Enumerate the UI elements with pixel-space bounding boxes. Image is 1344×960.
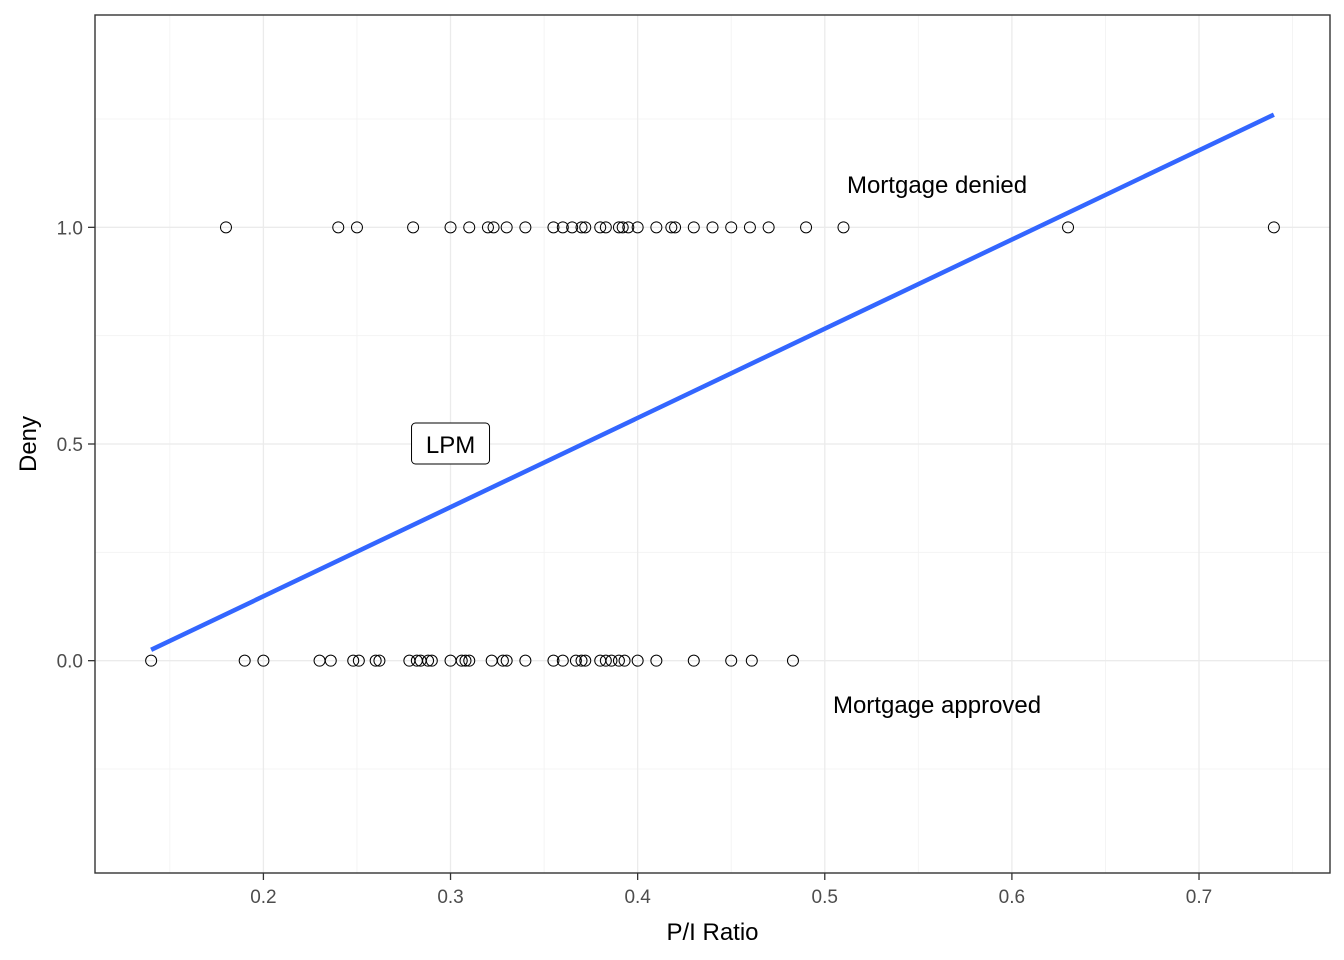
point-denied [481,221,494,234]
x-tick-label: 0.4 [624,887,651,908]
point-denied [800,221,813,234]
x-tick-label: 0.7 [1186,887,1212,908]
annotation-text: Mortgage approved [833,692,1041,719]
point-approved [575,654,588,667]
point-denied [219,221,232,234]
point-approved [496,654,509,667]
point-approved [459,654,472,667]
annotation-text: LPM [426,432,475,459]
point-denied [837,221,850,234]
point-approved [373,654,386,667]
x-tick-label: 0.6 [999,887,1025,908]
point-denied [332,221,345,234]
point-approved [725,654,738,667]
point-denied [743,221,756,234]
mortgage-approved-label: Mortgage approved [833,692,1041,719]
point-approved [257,654,270,667]
lpm-label-box [411,422,491,465]
point-approved [324,654,337,667]
mortgage-denied-label: Mortgage denied [847,172,1027,199]
annotations: Mortgage denied Mortgage approved LPM [411,172,1041,719]
point-denied [579,221,592,234]
point-denied [487,221,500,234]
point-approved [569,654,582,667]
point-denied [665,221,678,234]
point-approved [786,654,799,667]
point-denied [556,221,569,234]
point-approved [618,654,631,667]
regression-line-layer [150,112,1275,652]
point-denied [1267,221,1280,234]
point-denied [612,221,625,234]
axes: 0.2 0.3 0.4 0.5 0.6 0.7 0.0 0.5 1.0 [57,218,1213,908]
point-denied [725,221,738,234]
x-tick-label: 0.5 [812,887,838,908]
point-denied [599,221,612,234]
point-approved [612,654,625,667]
point-denied [706,221,719,234]
point-denied [463,221,476,234]
point-approved [347,654,360,667]
point-denied [616,221,629,234]
y-tick-label: 0.0 [57,652,83,673]
point-denied [500,221,513,234]
point-denied [519,221,532,234]
x-axis-title: P/I Ratio [666,919,758,946]
point-approved [745,654,758,667]
point-denied [622,221,635,234]
point-approved [579,654,592,667]
point-approved [422,654,435,667]
point-denied [407,221,420,234]
point-denied [594,221,607,234]
point-approved [547,654,560,667]
point-approved [463,654,476,667]
point-denied [631,221,644,234]
point-approved [650,654,663,667]
point-approved [145,654,158,667]
point-denied [669,221,682,234]
point-denied [575,221,588,234]
point-denied [762,221,775,234]
point-approved [687,654,700,667]
point-approved [519,654,532,667]
point-denied [566,221,579,234]
point-denied [1062,221,1075,234]
y-tick-label: 1.0 [57,218,83,239]
y-axis-title: Deny [15,416,42,472]
y-tick-label: 0.5 [57,435,83,456]
point-approved [605,654,618,667]
point-approved [238,654,251,667]
point-approved [369,654,382,667]
point-denied [547,221,560,234]
x-tick-label: 0.2 [250,887,276,908]
point-approved [631,654,644,667]
lpm-label: LPM [411,422,491,465]
x-tick-label: 0.3 [437,887,463,908]
point-denied [444,221,457,234]
point-approved [352,654,365,667]
point-denied [687,221,700,234]
grid-lines [95,15,1330,873]
point-approved [500,654,513,667]
annotation-text: Mortgage denied [847,172,1027,199]
point-denied [650,221,663,234]
point-denied [350,221,363,234]
point-approved [556,654,569,667]
point-approved [599,654,612,667]
data-points [145,221,1280,667]
point-approved [425,654,438,667]
point-approved [455,654,468,667]
lpm-regression-line [150,112,1275,652]
